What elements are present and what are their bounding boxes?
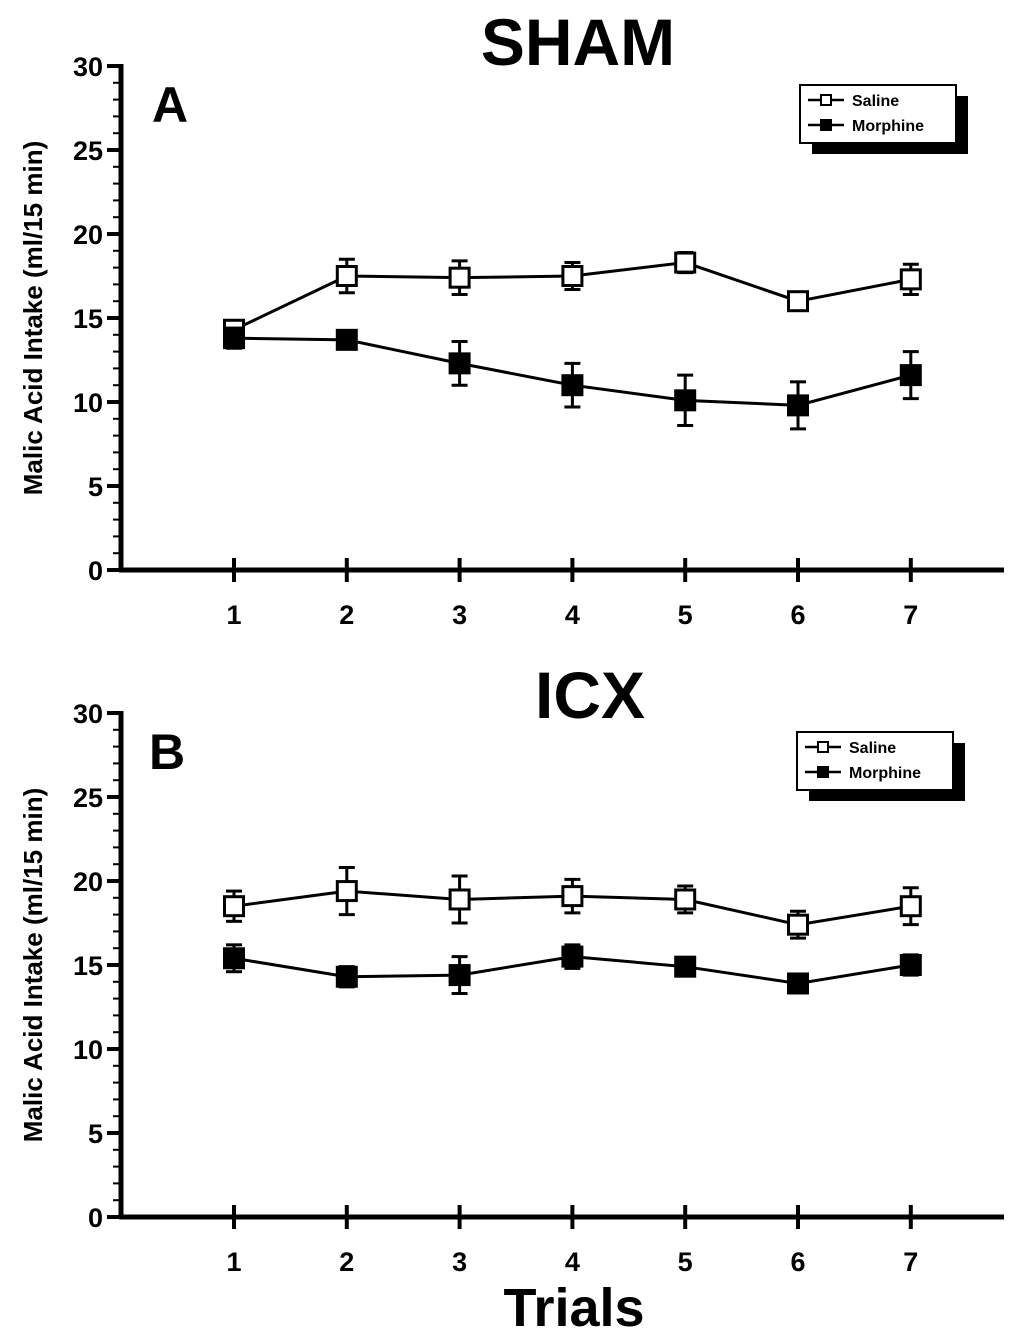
y-tick-label: 5 bbox=[88, 472, 103, 502]
x-tick-label: 4 bbox=[565, 600, 580, 630]
y-tick-label: 5 bbox=[88, 1119, 103, 1149]
data-point-morphine bbox=[223, 947, 245, 970]
x-tick-label: 6 bbox=[790, 600, 805, 630]
data-point-saline bbox=[223, 895, 245, 918]
panel-sham: SHAM A 0 5 10 15 20 25 30 1 2 3 4 5 6 7 Malic Acid Intak… bbox=[18, 5, 1004, 630]
x-tick-label: 5 bbox=[678, 1247, 693, 1277]
legend-label-morphine: Morphine bbox=[852, 118, 924, 135]
x-tick-label: 5 bbox=[678, 600, 693, 630]
data-point-morphine bbox=[899, 364, 922, 387]
panel-letter: B bbox=[149, 724, 185, 780]
data-point-morphine bbox=[787, 394, 809, 417]
y-tick-label: 20 bbox=[73, 867, 103, 897]
x-tick-label: 6 bbox=[790, 1247, 805, 1277]
legend-marker bbox=[817, 741, 829, 753]
y-tick-label: 30 bbox=[73, 699, 103, 729]
legend-marker bbox=[820, 119, 832, 131]
data-point-saline bbox=[787, 913, 809, 936]
x-tick-label: 3 bbox=[452, 1247, 467, 1277]
legend-marker bbox=[817, 766, 829, 778]
data-point-morphine bbox=[223, 327, 245, 350]
data-point-saline bbox=[561, 885, 584, 908]
data-point-saline bbox=[674, 888, 697, 911]
x-tick-label: 2 bbox=[339, 1247, 354, 1277]
data-point-saline bbox=[448, 266, 471, 289]
y-tick-label: 15 bbox=[73, 304, 103, 334]
legend-label-morphine: Morphine bbox=[849, 765, 921, 782]
panel-title: SHAM bbox=[481, 5, 675, 79]
legend-marker bbox=[820, 94, 832, 106]
panel-letter: A bbox=[152, 77, 188, 133]
x-tick-label: 1 bbox=[226, 1247, 241, 1277]
y-tick-label: 10 bbox=[73, 388, 103, 418]
x-tick-label: 3 bbox=[452, 600, 467, 630]
x-tick-label: 4 bbox=[565, 1247, 580, 1277]
data-point-saline bbox=[899, 895, 922, 918]
data-point-morphine bbox=[674, 955, 697, 978]
data-point-morphine bbox=[448, 964, 471, 987]
y-tick-label: 25 bbox=[73, 136, 103, 166]
data-point-morphine bbox=[335, 965, 358, 988]
data-point-morphine bbox=[561, 945, 584, 968]
panel-icx: ICX B 0 5 10 15 20 25 30 1 2 3 4 5 6 7 Malic Acid Intake… bbox=[18, 658, 1004, 1277]
y-tick-label: 25 bbox=[73, 783, 103, 813]
data-point-morphine bbox=[787, 972, 809, 995]
y-tick-label: 10 bbox=[73, 1035, 103, 1065]
data-point-morphine bbox=[674, 389, 697, 412]
data-point-saline bbox=[448, 888, 471, 911]
data-point-saline bbox=[561, 265, 584, 287]
panel-title: ICX bbox=[535, 658, 645, 732]
data-point-saline bbox=[335, 880, 358, 903]
x-tick-label: 7 bbox=[903, 1247, 918, 1277]
x-axis-title: Trials bbox=[503, 1278, 644, 1334]
data-point-morphine bbox=[448, 352, 471, 375]
y-tick-label: 30 bbox=[73, 52, 103, 82]
y-tick-label: 0 bbox=[88, 1203, 103, 1233]
y-axis-title: Malic Acid Intake (ml/15 min) bbox=[18, 141, 48, 495]
data-point-saline bbox=[899, 268, 922, 291]
x-tick-label: 2 bbox=[339, 600, 354, 630]
data-point-morphine bbox=[561, 374, 584, 397]
data-point-saline bbox=[335, 265, 358, 287]
y-tick-label: 15 bbox=[73, 951, 103, 981]
x-tick-label: 7 bbox=[903, 600, 918, 630]
data-point-morphine bbox=[335, 328, 358, 351]
y-axis-title: Malic Acid Intake (ml/15 min) bbox=[18, 788, 48, 1142]
data-point-morphine bbox=[899, 954, 922, 976]
legend-label-saline: Saline bbox=[852, 93, 899, 110]
y-tick-label: 20 bbox=[73, 220, 103, 250]
legend-label-saline: Saline bbox=[849, 740, 896, 757]
data-point-saline bbox=[674, 251, 697, 274]
data-point-saline bbox=[787, 290, 809, 313]
y-tick-label: 0 bbox=[88, 556, 103, 586]
x-tick-label: 1 bbox=[226, 600, 241, 630]
